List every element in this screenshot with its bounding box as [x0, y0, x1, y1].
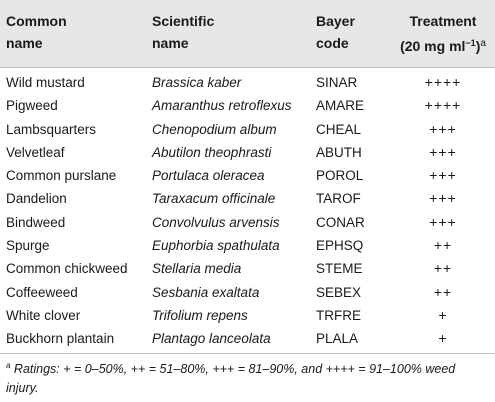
header-treatment: Treatment (20 mg ml−1)a — [395, 10, 491, 57]
common-name-cell: Buckhorn plantain — [6, 331, 115, 347]
scientific-name-cell: Stellaria media — [152, 261, 242, 277]
common-name-cell: Bindweed — [6, 214, 66, 230]
table-row: Common purslane Portulaca oleracea POROL ++… — [0, 164, 495, 187]
scientific-name-cell: Plantago lanceolata — [152, 331, 271, 347]
treatment-cell: ++++ — [424, 74, 462, 90]
table-body: Wild mustard Brassica kaber SINAR ++++ Pigwe… — [0, 71, 495, 351]
scientific-name-cell: Amaranthus retroflexus — [152, 98, 292, 114]
bayer-code-cell: TAROF — [316, 191, 361, 207]
header-treatment-dose: (20 mg ml — [400, 38, 466, 54]
bayer-code-cell: POROL — [316, 168, 364, 184]
bayer-code-cell: SEBEX — [316, 284, 362, 300]
scientific-name-cell: Abutilon theophrasti — [152, 144, 272, 160]
common-name-cell: Pigweed — [6, 98, 58, 114]
bayer-code-cell: AMARE — [316, 98, 365, 114]
table-row: Lambsquarters Chenopodium album CHEAL +++ — [0, 118, 495, 141]
header-common-name-line1: Common — [6, 13, 67, 29]
scientific-name-cell: Euphorbia spathulata — [152, 238, 280, 254]
scientific-name-cell: Taraxacum officinale — [152, 191, 276, 207]
header-bayer-code-line1: Bayer — [316, 13, 355, 29]
header-common-name-line2: name — [6, 35, 43, 51]
common-name-cell: Dandelion — [6, 191, 67, 207]
bayer-code-cell: CHEAL — [316, 121, 362, 137]
table-row: Dandelion Taraxacum officinale TAROF +++ — [0, 187, 495, 210]
header-scientific-name-line1: Scientific — [152, 13, 215, 29]
treatment-cell: ++ — [433, 260, 453, 277]
scientific-name-cell: Brassica kaber — [152, 75, 242, 90]
treatment-cell: +++ — [429, 213, 457, 230]
treatment-cell: + — [438, 330, 448, 347]
header-scientific-name-line2: name — [152, 35, 189, 51]
footnote-line2: injury. — [6, 381, 39, 395]
treatment-cell: + — [438, 306, 448, 323]
table-header-background — [0, 0, 495, 67]
treatment-cell: ++ — [433, 283, 453, 300]
header-bayer-code-line2: code — [316, 35, 349, 51]
table-bottom-divider — [0, 353, 495, 354]
common-name-cell: Lambsquarters — [6, 121, 97, 137]
header-treatment-line2: (20 mg ml−1)a — [395, 32, 491, 57]
scientific-name-cell: Sesbania exaltata — [152, 284, 260, 300]
common-name-cell: Spurge — [6, 238, 50, 254]
header-treatment-exponent: −1 — [465, 38, 476, 48]
treatment-cell: +++ — [429, 143, 457, 160]
table-footnote: a Ratings: + = 0–50%, ++ = 51–80%, +++ =… — [6, 356, 489, 398]
table-row: Common chickweed Stellaria media STEME ++ — [0, 257, 495, 280]
table-header: Common name Scientific name Bayer code T… — [0, 0, 495, 67]
common-name-cell: Common chickweed — [6, 261, 128, 277]
bayer-code-cell: STEME — [316, 261, 363, 277]
header-treatment-line1: Treatment — [409, 13, 477, 29]
bayer-code-cell: ABUTH — [316, 144, 362, 160]
footnote-marker: a — [6, 361, 11, 370]
table-row: Bindweed Convolvulus arvensis CONAR +++ — [0, 211, 495, 234]
common-name-cell: White clover — [6, 307, 81, 323]
table-row: Spurge Euphorbia spathulata EPHSQ ++ — [0, 234, 495, 257]
table-row: Buckhorn plantain Plantago lanceolata PLAL… — [0, 327, 495, 350]
bayer-code-cell: CONAR — [316, 214, 365, 230]
table-row: Wild mustard Brassica kaber SINAR ++++ — [0, 71, 495, 94]
treatment-cell: +++ — [429, 190, 457, 207]
treatment-cell: +++ — [429, 167, 457, 184]
treatment-cell: +++ — [429, 120, 457, 137]
bayer-code-cell: SINAR — [316, 75, 358, 90]
table-row: Coffeeweed Sesbania exaltata SEBEX ++ — [0, 281, 495, 304]
common-name-cell: Common purslane — [6, 168, 117, 184]
table-row: Pigweed Amaranthus retroflexus AMARE ++++ — [0, 94, 495, 117]
header-bayer-code: Bayer code — [316, 10, 355, 54]
scientific-name-cell: Portulaca oleracea — [152, 168, 265, 184]
header-treatment-close: ) — [475, 38, 481, 54]
table-row: Velvetleaf Abutilon theophrasti ABUTH +++ — [0, 141, 495, 164]
scientific-name-cell: Trifolium repens — [152, 307, 248, 323]
scientific-name-cell: Chenopodium album — [152, 121, 277, 137]
bayer-code-cell: TRFRE — [316, 307, 361, 323]
header-divider — [0, 67, 495, 68]
common-name-cell: Velvetleaf — [6, 144, 65, 160]
footnote-line1: Ratings: + = 0–50%, ++ = 51–80%, +++ = 8… — [10, 362, 456, 376]
header-scientific-name: Scientific name — [152, 10, 214, 54]
bayer-code-cell: EPHSQ — [316, 238, 364, 254]
common-name-cell: Coffeeweed — [6, 284, 78, 300]
header-treatment-footnote-marker: a — [480, 38, 486, 49]
treatment-cell: ++++ — [424, 97, 462, 114]
scientific-name-cell: Convolvulus arvensis — [152, 214, 280, 230]
common-name-cell: Wild mustard — [6, 75, 85, 90]
table-row: White clover Trifolium repens TRFRE + — [0, 304, 495, 327]
bayer-code-cell: PLALA — [316, 331, 359, 347]
treatment-cell: ++ — [433, 237, 453, 254]
header-common-name: Common name — [6, 10, 67, 54]
